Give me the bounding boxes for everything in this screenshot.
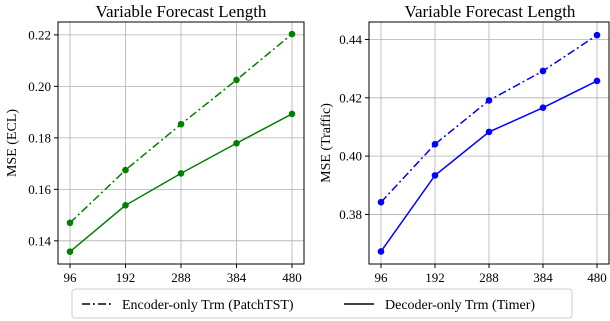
traffic-point-decoder [539,104,547,112]
ecl-point-encoder [177,120,185,128]
ecl-title: Variable Forecast Length [96,2,267,21]
traffic-marks [377,31,601,255]
ecl-y-tick-label: 0.16 [28,182,51,197]
ecl-point-encoder [233,76,240,84]
ecl-y-tick-label: 0.20 [28,79,51,94]
traffic-point-decoder [485,128,493,136]
ecl-point-decoder [288,110,296,118]
traffic-point-decoder [377,248,385,255]
traffic-grid [369,22,609,264]
ecl-point-encoder [66,219,74,227]
ecl-y-tick-label: 0.18 [28,130,51,145]
legend-item-encoder: Encoder-only Trm (PatchTST) [122,298,294,313]
traffic-point-encoder [485,97,493,104]
ecl-point-decoder [177,170,185,177]
ecl-marks [66,30,296,255]
traffic-point-encoder [593,31,601,39]
legend-box [71,288,573,319]
traffic-y-tick-label: 0.44 [339,32,362,47]
traffic-y-tick-label: 0.42 [339,90,362,105]
traffic-x-tick-label: 192 [425,270,445,285]
traffic-y-axis-label: MSE (Traffic) [319,103,334,183]
traffic-ticks: 96 192 288 384 480 0.38 0.40 0.42 0.44 [339,32,607,285]
legend-item-decoder: Decoder-only Trm (Timer) [385,298,535,313]
ecl-x-tick-label: 480 [282,270,302,285]
ecl-y-tick-label: 0.22 [28,27,51,42]
ecl-point-decoder [233,139,240,147]
ecl-x-tick-label: 288 [171,270,191,285]
ecl-point-decoder [66,248,74,255]
ecl-point-encoder [288,30,296,38]
traffic-title: Variable Forecast Length [405,2,576,21]
traffic-x-tick-label: 480 [587,270,607,285]
ecl-y-axis-label: MSE (ECL) [5,109,20,177]
ecl-point-encoder [122,166,129,174]
traffic-x-tick-label: 288 [479,270,499,285]
traffic-point-decoder [431,172,439,179]
ecl-x-tick-label: 96 [64,270,78,285]
ecl-point-decoder [122,202,129,209]
traffic-x-tick-label: 384 [533,270,553,285]
traffic-x-tick-label: 96 [375,270,389,285]
ecl-grid [58,22,304,264]
traffic-y-tick-label: 0.40 [339,149,362,164]
ecl-ticks: 96 192 288 384 480 0.14 0.16 0.18 0.20 0.22 [28,27,302,285]
traffic-y-tick-label: 0.38 [339,207,362,222]
traffic-point-encoder [539,67,547,75]
traffic-panel: 96 192 288 384 480 0.38 0.40 0.42 0.44 Variable … [319,2,610,285]
ecl-x-tick-label: 384 [227,270,247,285]
ecl-x-tick-label: 192 [116,270,136,285]
ecl-panel: 96 192 288 384 480 0.14 0.16 0.18 0.20 0.22 Varia… [5,2,305,285]
traffic-point-decoder [593,77,601,85]
legend: Encoder-only Trm (PatchTST) Decoder-only… [71,288,573,319]
traffic-point-encoder [431,140,439,148]
traffic-point-encoder [377,198,385,206]
ecl-y-tick-label: 0.14 [28,233,51,248]
